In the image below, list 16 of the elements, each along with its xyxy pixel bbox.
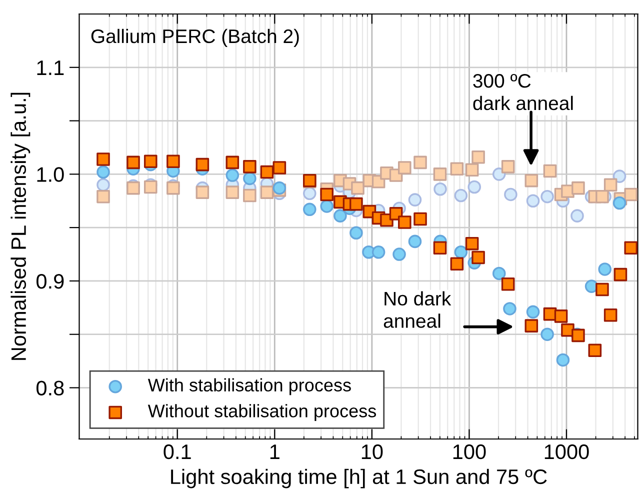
y-tick-label: 0.8: [36, 380, 64, 396]
x-tick-label: 1000: [544, 444, 589, 460]
y-tick-label: 0.9: [36, 274, 64, 289]
annotation: No dark anneal: [384, 291, 452, 328]
text: Gallium PERC (Batch 2): [91, 28, 299, 47]
x-tick-label: 0.1: [164, 444, 191, 460]
legend-label: With stabilisation process: [148, 378, 351, 396]
y-tick-label: 1.1: [37, 60, 64, 75]
legend-label: Without stabilisation process: [148, 404, 376, 421]
x-tick-label: 100: [453, 444, 486, 460]
x-axis-title: Light soaking time [h] at 1 Sun and 75 ºC: [171, 468, 547, 488]
x-tick-label: 10: [362, 444, 383, 460]
x-tick-label: 1: [270, 444, 280, 459]
annotation: 300 ºC dark anneal: [473, 74, 573, 110]
y-axis-title: Normalised PL intensity [a.u.]: [10, 92, 30, 360]
y-tick-label: 1.0: [37, 167, 64, 182]
